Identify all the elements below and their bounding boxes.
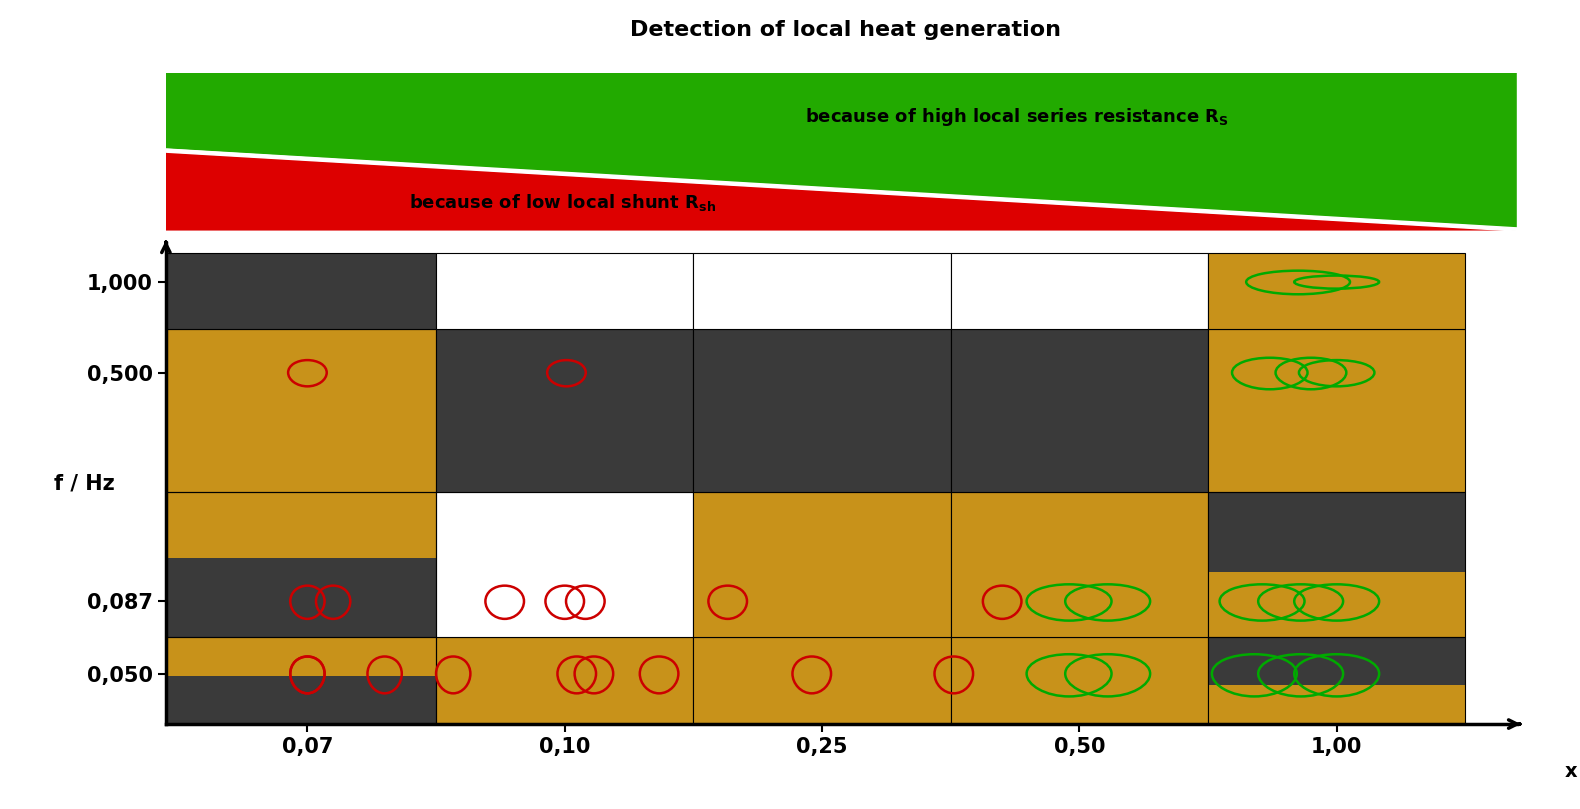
Bar [166, 252, 436, 328]
Text: because of low local shunt R$_\mathregular{sh}$: because of low local shunt R$_\mathregul… [409, 192, 716, 213]
Bar [166, 637, 436, 724]
Bar [694, 493, 951, 637]
Bar [951, 637, 1209, 724]
Bar [436, 328, 694, 493]
Text: x I$_\mathregular{sc}$: x I$_\mathregular{sc}$ [1564, 761, 1580, 783]
Bar [166, 676, 436, 724]
Bar [1209, 637, 1465, 724]
Bar [436, 252, 694, 328]
Polygon shape [166, 73, 1517, 231]
Bar [166, 637, 436, 676]
Bar [951, 328, 1209, 493]
Bar [694, 252, 951, 328]
Bar [951, 252, 1209, 328]
Bar [1209, 493, 1465, 572]
Bar [1209, 328, 1465, 493]
Bar [166, 493, 436, 637]
Bar [1209, 637, 1465, 685]
Text: because of high local series resistance R$_\mathregular{S}$: because of high local series resistance … [806, 106, 1229, 128]
Text: Detection of local heat generation: Detection of local heat generation [630, 20, 1060, 40]
Bar [166, 493, 436, 557]
Bar [1209, 493, 1465, 637]
Bar [1209, 685, 1465, 724]
Bar [1209, 572, 1465, 637]
Bar [436, 637, 694, 724]
Text: f / Hz: f / Hz [54, 473, 115, 493]
Bar [1209, 252, 1465, 328]
Polygon shape [166, 152, 1517, 231]
Bar [166, 557, 436, 637]
Bar [436, 493, 694, 637]
Bar [694, 637, 951, 724]
Bar [166, 328, 436, 493]
Bar [694, 328, 951, 493]
Bar [951, 493, 1209, 637]
